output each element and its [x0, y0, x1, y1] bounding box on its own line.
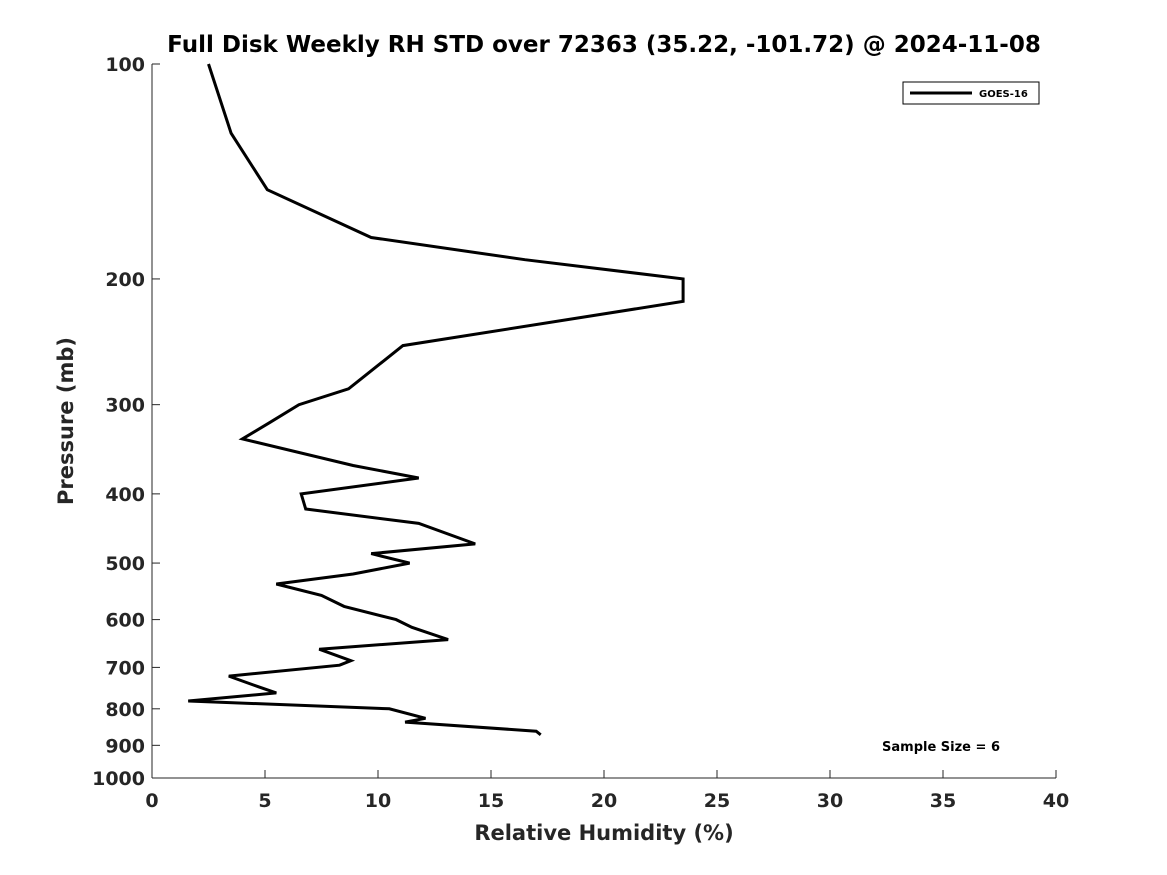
y-tick-label: 600	[105, 610, 145, 632]
y-tick-label: 500	[105, 553, 145, 575]
x-tick-label: 0	[145, 790, 158, 812]
y-tick-label: 300	[105, 395, 145, 417]
y-ticks: 100 200 300 400 500 600 700 800 900 1000	[92, 54, 160, 790]
y-tick-label: 100	[105, 54, 145, 76]
y-tick-label: 1000	[92, 768, 145, 790]
x-tick-label: 10	[365, 790, 391, 812]
y-tick-label: 200	[105, 269, 145, 291]
x-ticks: 0 5 10 15 20 25 30 35 40	[145, 770, 1069, 812]
x-tick-label: 20	[591, 790, 617, 812]
y-tick-label: 400	[105, 484, 145, 506]
x-tick-label: 30	[817, 790, 843, 812]
x-tick-label: 15	[478, 790, 504, 812]
y-tick-label: 800	[105, 699, 145, 721]
x-tick-label: 40	[1043, 790, 1069, 812]
legend: GOES-16	[902, 81, 1040, 105]
x-axis-label: Relative Humidity (%)	[474, 821, 733, 845]
y-tick-label: 700	[105, 657, 145, 679]
plot-area	[188, 63, 685, 736]
sample-size-annotation: Sample Size = 6	[882, 740, 1000, 755]
chart-title: Full Disk Weekly RH STD over 72363 (35.2…	[167, 32, 1041, 58]
legend-label-goes-16: GOES-16	[979, 89, 1028, 100]
x-tick-label: 25	[704, 790, 730, 812]
y-axis-label: Pressure (mb)	[54, 337, 78, 505]
y-tick-label: 900	[105, 735, 145, 757]
series-line-goes-16	[188, 63, 685, 736]
x-tick-label: 35	[930, 790, 956, 812]
x-tick-label: 5	[258, 790, 271, 812]
